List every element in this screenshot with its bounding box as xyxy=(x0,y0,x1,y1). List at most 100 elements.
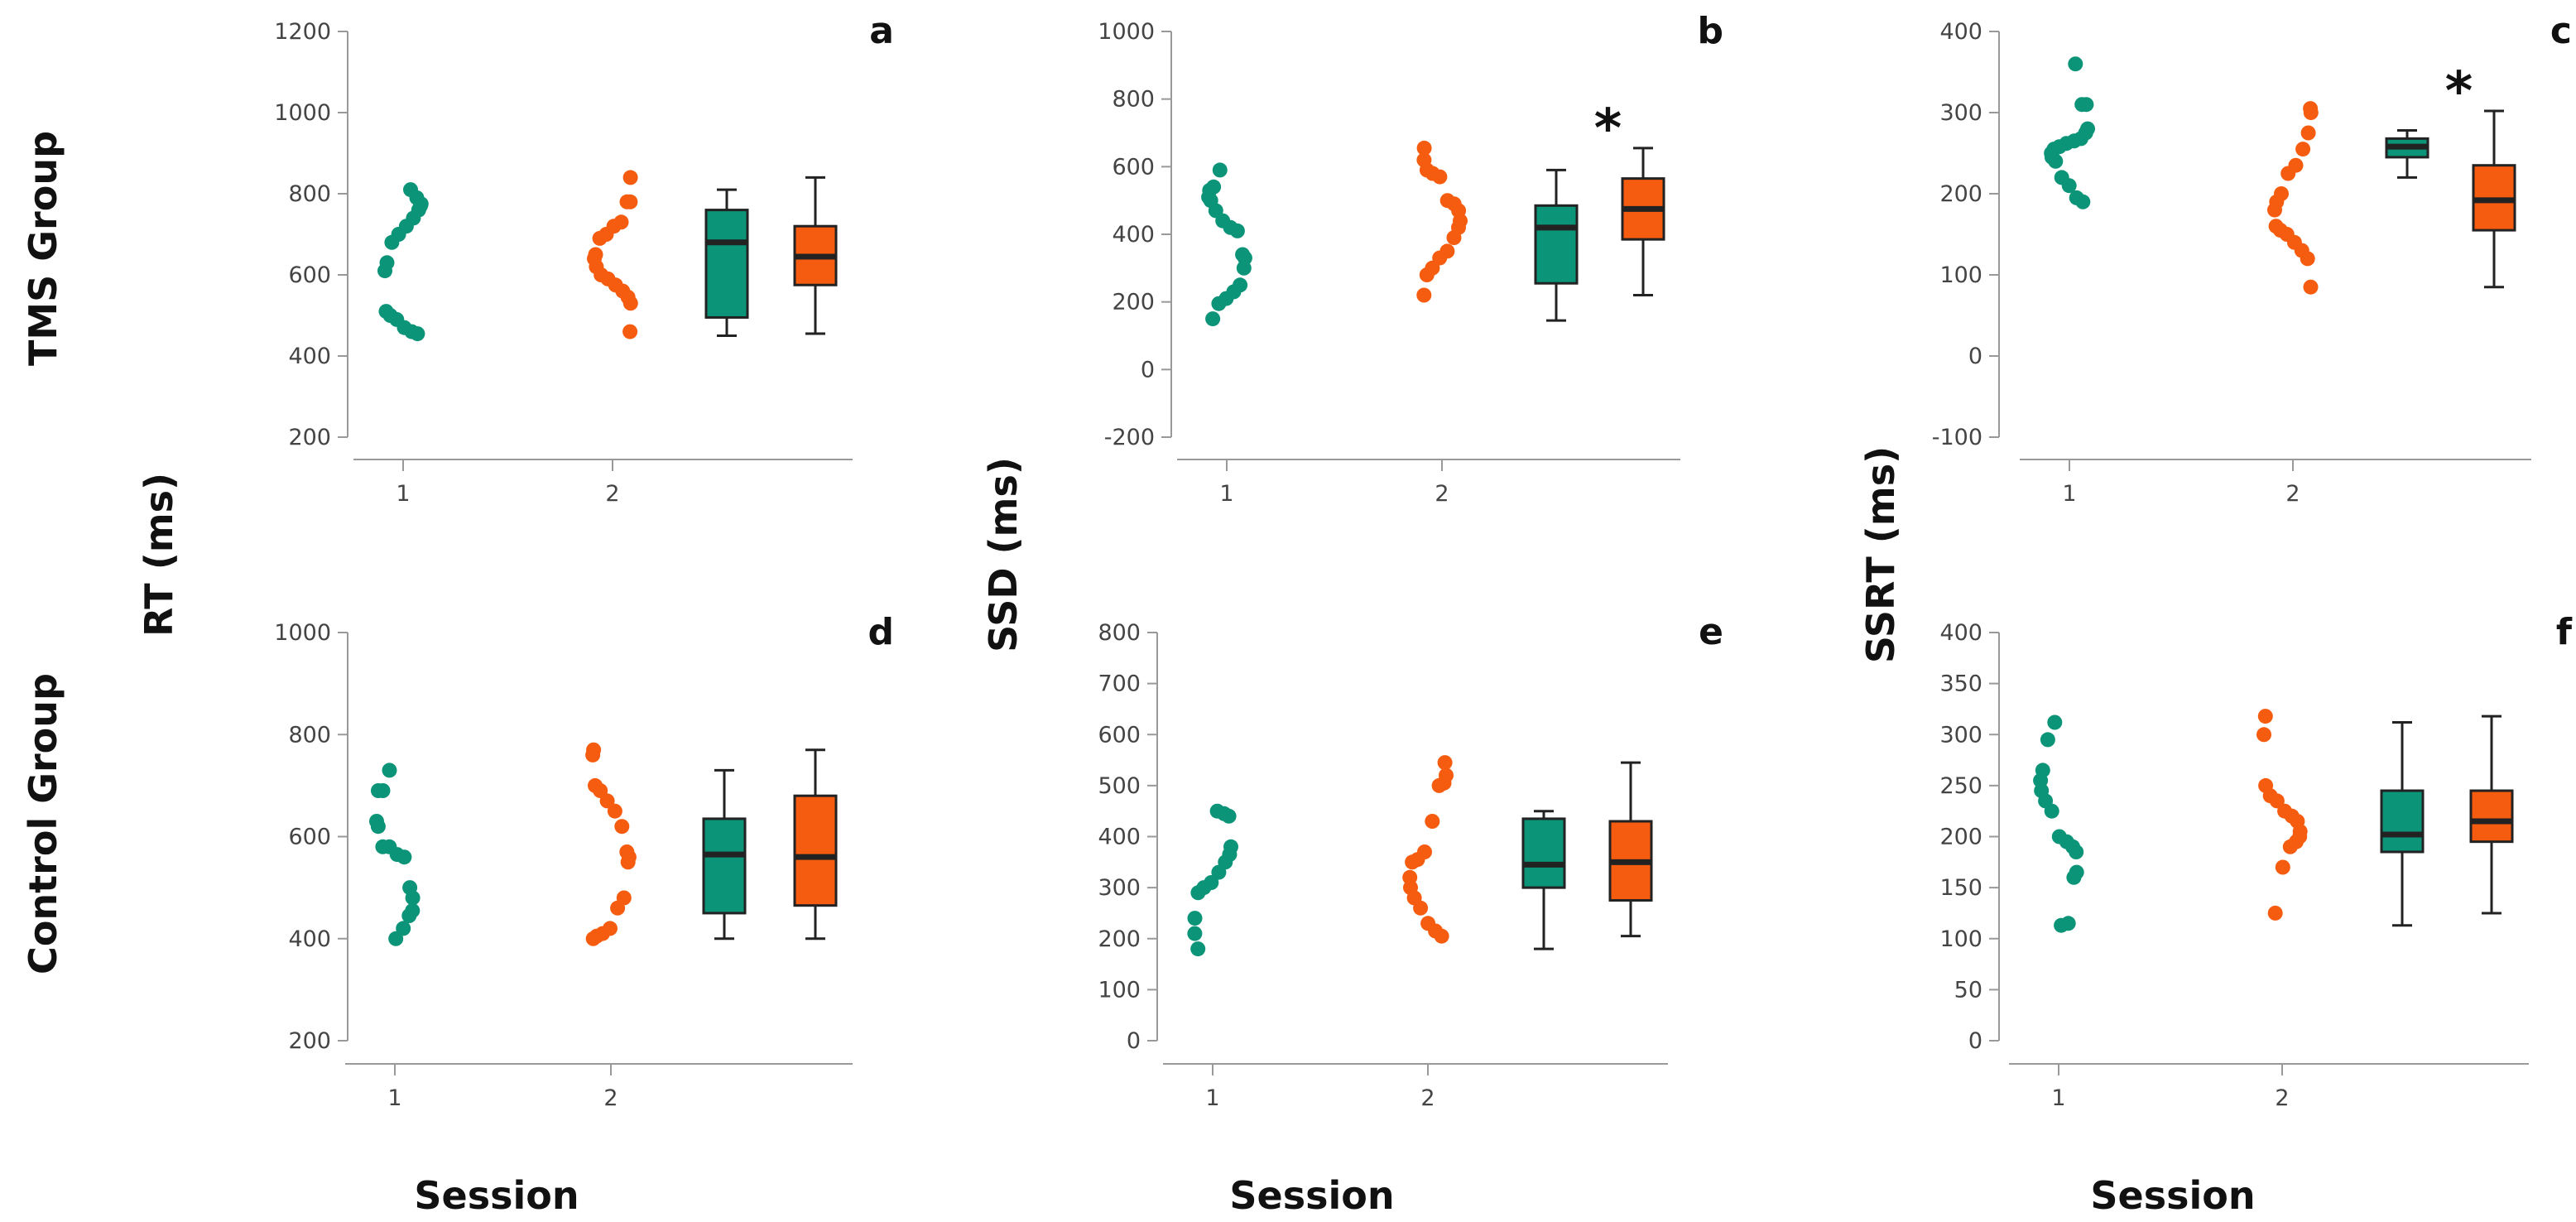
data-point-session-2 xyxy=(2300,251,2315,267)
y-tick-label: 600 xyxy=(1112,154,1155,180)
y-tick-label: 400 xyxy=(1098,825,1141,850)
x-tick-label: 2 xyxy=(605,481,619,507)
y-label-rt: RT (ms) xyxy=(137,473,181,637)
data-point-session-2 xyxy=(614,819,630,835)
data-point-session-2 xyxy=(2303,105,2319,120)
x-tick-label: 1 xyxy=(2062,481,2076,507)
data-point-session-2 xyxy=(1413,900,1429,916)
y-tick-label: 0 xyxy=(1127,1028,1141,1054)
panel-f: 0 50 100 150 200 250 300 350 400 1 2 f xyxy=(1939,611,2572,1111)
x-label-session-1: Session xyxy=(414,1173,579,1218)
data-point-session-1 xyxy=(2044,803,2059,819)
data-point-session-2 xyxy=(1416,140,1432,156)
x-tick-label: 1 xyxy=(2051,1085,2065,1111)
boxplot-session-2 xyxy=(2469,714,2514,915)
y-tick-label: 500 xyxy=(1098,773,1141,799)
row-label-tms-text: TMS Group xyxy=(21,131,65,366)
data-point-session-2 xyxy=(2300,125,2316,141)
data-point-session-2 xyxy=(2269,793,2285,809)
y-tick-label: 1000 xyxy=(1098,19,1155,45)
row-label-control-text: Control Group xyxy=(21,673,65,974)
data-point-session-1 xyxy=(2061,178,2077,194)
x-tick-label: 1 xyxy=(387,1085,401,1111)
y-tick-label: 600 xyxy=(288,262,331,288)
y-tick-label: 0 xyxy=(1968,344,1982,369)
data-point-session-1 xyxy=(1212,162,1228,178)
data-point-session-2 xyxy=(592,230,608,246)
data-point-session-2 xyxy=(622,296,638,311)
box-iqr xyxy=(2380,789,2425,854)
y-tick-label: 1000 xyxy=(274,100,331,126)
row-label-control: Control Group xyxy=(21,673,65,974)
data-point-session-2 xyxy=(585,931,601,946)
row-label-tms: TMS Group xyxy=(21,131,65,366)
data-point-session-1 xyxy=(1211,296,1227,311)
data-point-session-2 xyxy=(1416,287,1432,303)
panel-a: 200 400 600 800 1000 1200 1 2 a xyxy=(274,10,894,507)
boxplot-session-2 xyxy=(2472,109,2516,289)
data-point-session-2 xyxy=(2295,142,2311,157)
data-point-session-1 xyxy=(2069,844,2084,859)
data-point-session-2 xyxy=(2275,859,2290,875)
data-point-session-1 xyxy=(1187,926,1203,941)
y-tick-label: 100 xyxy=(1098,977,1141,1003)
data-point-session-2 xyxy=(620,854,636,870)
x-tick-label: 1 xyxy=(1219,481,1233,507)
data-point-session-1 xyxy=(2066,869,2082,885)
panel-letter-a: a xyxy=(869,10,894,52)
data-point-session-1 xyxy=(405,890,421,906)
data-point-session-1 xyxy=(2047,714,2063,730)
data-point-session-1 xyxy=(2048,153,2064,169)
data-point-session-2 xyxy=(585,747,601,763)
y-tick-label: 200 xyxy=(288,425,331,450)
x-tick-label: 2 xyxy=(1435,481,1449,507)
y-tick-label: 100 xyxy=(1939,262,1982,288)
y-tick-label: 600 xyxy=(288,825,331,850)
data-point-session-1 xyxy=(1187,911,1203,926)
y-tick-label: 400 xyxy=(1939,19,1982,45)
y-tick-label: 1000 xyxy=(274,620,331,646)
data-point-session-2 xyxy=(2267,202,2282,218)
y-tick-label: 400 xyxy=(1939,620,1982,646)
data-point-session-1 xyxy=(1211,864,1227,880)
data-point-session-1 xyxy=(382,763,397,778)
x-label-session-2: Session xyxy=(1229,1173,1394,1218)
y-tick-label: 200 xyxy=(1939,825,1982,850)
data-point-session-1 xyxy=(2040,732,2055,748)
y-tick-label: 200 xyxy=(1098,926,1141,952)
x-tick-label: 1 xyxy=(1205,1085,1219,1111)
data-point-session-1 xyxy=(370,819,386,835)
box-iqr xyxy=(1534,204,1579,285)
data-point-session-2 xyxy=(2282,839,2298,854)
data-point-session-1 xyxy=(1221,808,1237,824)
y-tick-label: -100 xyxy=(1932,425,1982,450)
data-point-session-2 xyxy=(1446,230,1462,246)
y-tick-label: 300 xyxy=(1939,722,1982,748)
box-iqr xyxy=(704,209,749,319)
data-point-session-1 xyxy=(1229,223,1245,238)
y-tick-label: 400 xyxy=(1112,222,1155,248)
y-tick-label: 100 xyxy=(1939,926,1982,952)
y-tick-label: 150 xyxy=(1939,875,1982,901)
data-point-session-1 xyxy=(388,931,404,946)
panel-b: -200 0 200 400 600 800 1000 1 2 b * xyxy=(1098,10,1723,507)
data-point-session-2 xyxy=(1432,169,1448,185)
data-point-session-1 xyxy=(2079,97,2094,113)
data-point-session-1 xyxy=(2068,56,2083,72)
y-label-ssd: SSD (ms) xyxy=(981,457,1026,652)
data-point-session-2 xyxy=(1425,814,1440,829)
boxplot-session-1 xyxy=(2385,129,2429,179)
data-point-session-2 xyxy=(2280,166,2296,181)
significance-marker: * xyxy=(2445,61,2473,123)
data-point-session-1 xyxy=(1236,260,1252,276)
boxplot-session-1 xyxy=(702,768,747,941)
data-point-session-2 xyxy=(610,900,626,916)
data-point-session-2 xyxy=(2267,905,2283,921)
data-point-session-2 xyxy=(607,803,622,819)
data-point-session-2 xyxy=(2303,279,2319,295)
data-point-session-1 xyxy=(1190,885,1206,901)
data-point-session-1 xyxy=(2054,917,2069,933)
box-iqr xyxy=(2469,789,2514,844)
panel-letter-c: c xyxy=(2550,10,2572,52)
